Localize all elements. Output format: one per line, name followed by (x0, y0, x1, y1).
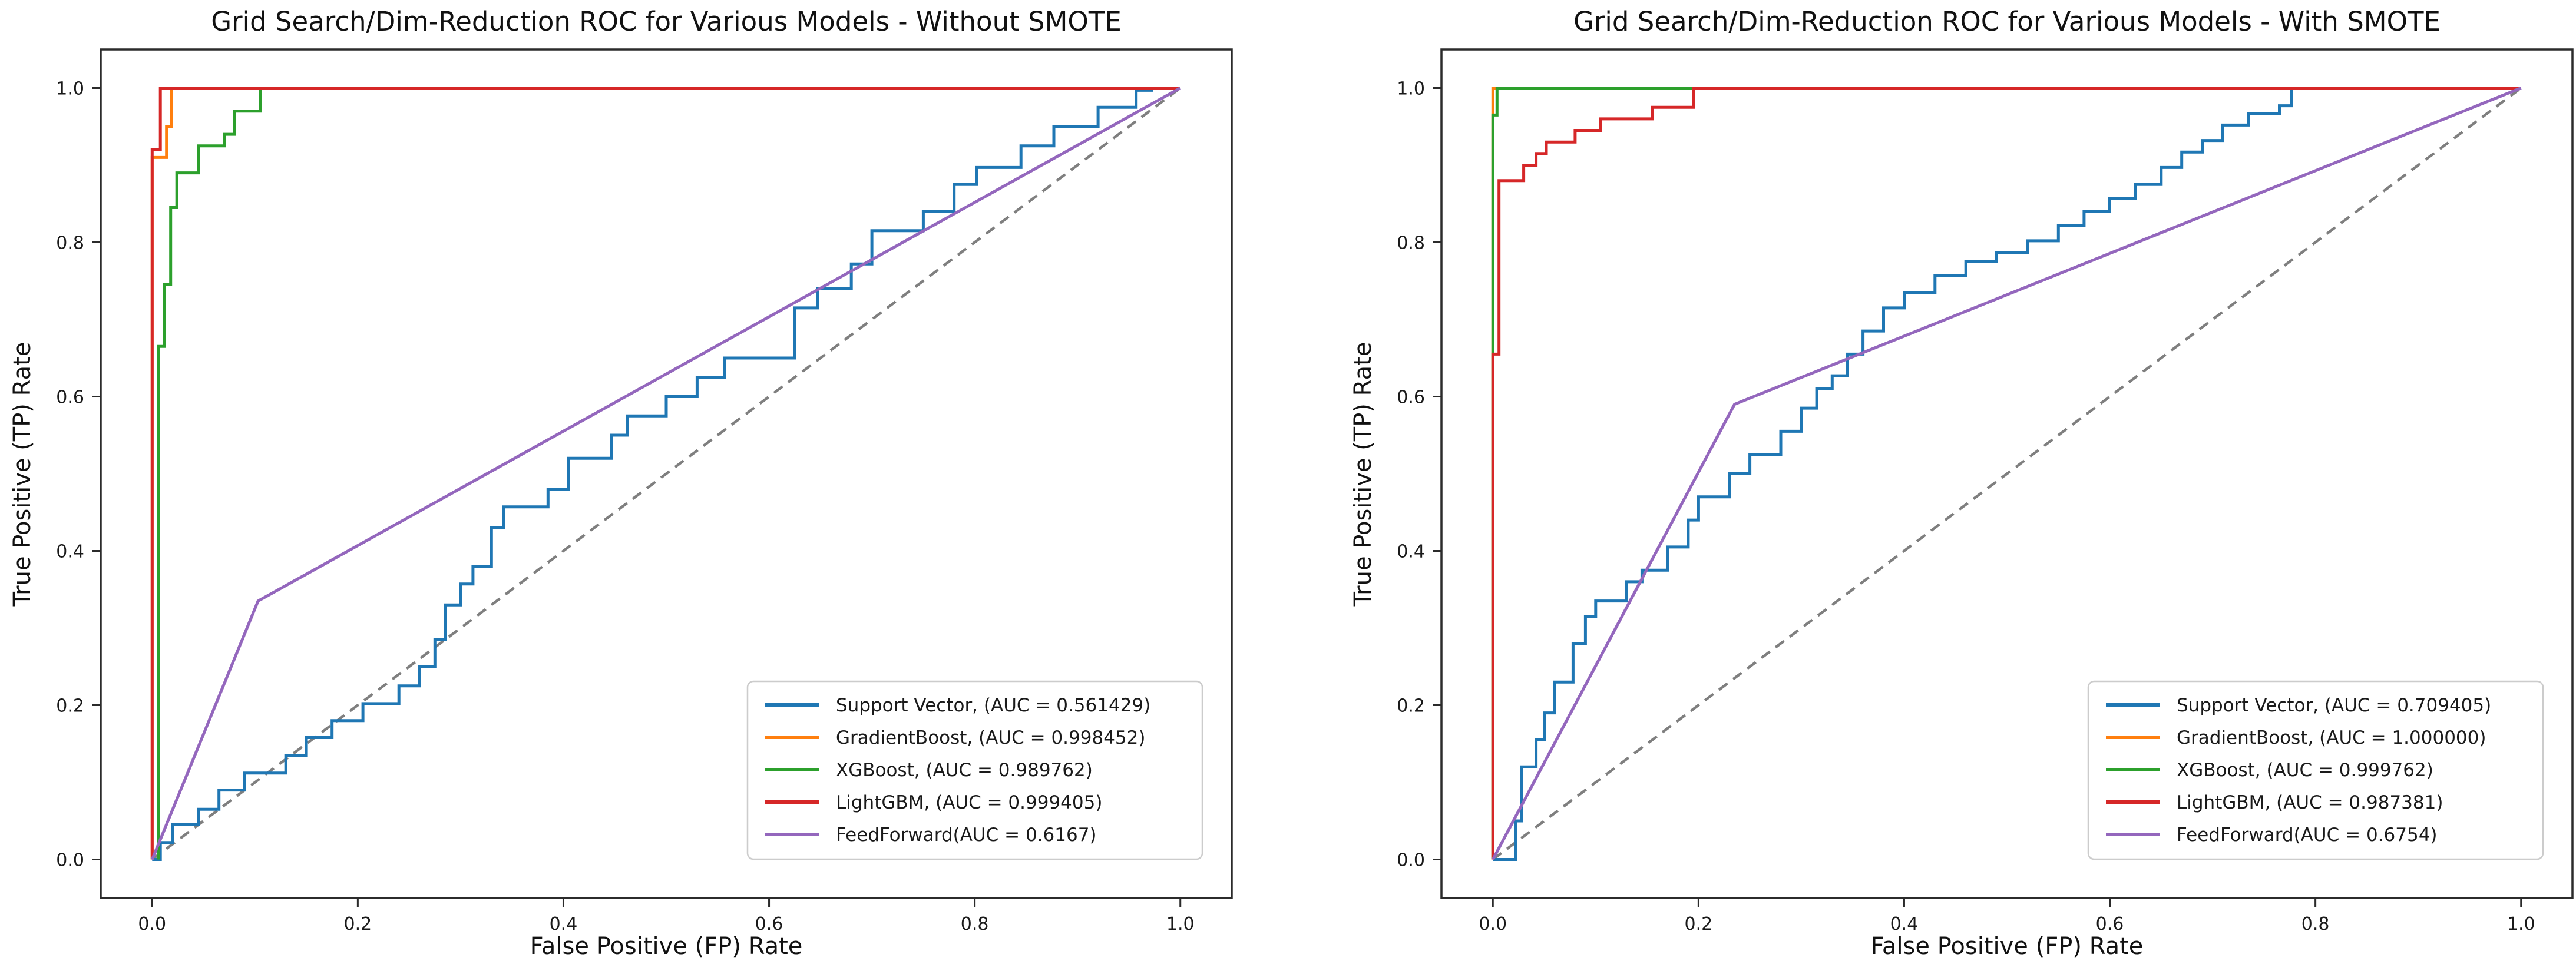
y-tick-label: 0.4 (1397, 542, 1425, 562)
legend-label: GradientBoost, (AUC = 0.998452) (836, 727, 1145, 748)
y-tick-label: 0.0 (1397, 850, 1425, 871)
legend-entry: Support Vector, (AUC = 0.709405) (2106, 695, 2491, 716)
roc-plot-with-smote: 0.0 0.2 0.4 0.6 0.8 1.0 0.0 0.2 0.4 0.6 0.8 1.0 Supp… (1397, 48, 2574, 935)
legend-entry: LightGBM, (AUC = 0.999405) (765, 792, 1102, 813)
roc-curve-support-vector (1493, 87, 2521, 861)
legend-label: GradientBoost, (AUC = 1.000000) (2177, 727, 2486, 748)
roc-curve-feedforward (1492, 87, 2522, 860)
roc-curve-lightgbm (150, 87, 1180, 860)
y-tick-label: 0.6 (1397, 387, 1425, 408)
legend-frame (2087, 680, 2544, 860)
x-tick-label: 1.0 (1166, 914, 1195, 935)
legend-label: XGBoost, (AUC = 0.989762) (836, 760, 1093, 781)
y-tick-label: 0.6 (56, 387, 84, 408)
x-tick-label: 0.0 (138, 914, 166, 935)
axes-frame (100, 48, 1233, 899)
series-lines (150, 87, 1182, 861)
x-tick-label: 0.2 (344, 914, 372, 935)
legend-box: Support Vector, (AUC = 0.561429) Gradient… (746, 680, 1203, 860)
legend-entry: LightGBM, (AUC = 0.987381) (2106, 792, 2443, 813)
x-tick-label: 0.8 (2301, 914, 2330, 935)
roc-curve-diagonal (1492, 87, 2522, 861)
legend-entry: FeedForward(AUC = 0.6167) (765, 824, 1097, 846)
roc-curve-xgboost (157, 87, 1180, 860)
legend-label: FeedForward(AUC = 0.6167) (836, 824, 1097, 846)
y-tick-label: 1.0 (56, 79, 84, 100)
legend-entry: XGBoost, (AUC = 0.989762) (765, 760, 1093, 781)
x-tick-label: 0.4 (1890, 914, 1919, 935)
x-axis-label-right: False Positive (FP) Rate (1870, 933, 2144, 960)
x-tick-label: 0.4 (550, 914, 578, 935)
legend-entry: Support Vector, (AUC = 0.561429) (765, 695, 1150, 716)
y-tick-label: 0.0 (56, 850, 84, 871)
legend-entry: XGBoost, (AUC = 0.999762) (2106, 760, 2433, 781)
roc-curve-feedforward (150, 87, 1181, 860)
legend-entry: FeedForward(AUC = 0.6754) (2106, 824, 2438, 846)
axes-frame (1440, 48, 2574, 899)
x-tick-label: 1.0 (2507, 914, 2535, 935)
legend-label: LightGBM, (AUC = 0.999405) (836, 792, 1102, 813)
y-tick-label: 0.8 (56, 233, 84, 254)
legend-entry: GradientBoost, (AUC = 0.998452) (765, 727, 1145, 748)
legend-label: LightGBM, (AUC = 0.987381) (2177, 792, 2443, 813)
legend-label: Support Vector, (AUC = 0.561429) (836, 695, 1150, 716)
roc-curve-support-vector (152, 87, 1180, 861)
roc-curve-diagonal (151, 87, 1182, 861)
x-tick-label: 0.6 (2096, 914, 2124, 935)
x-tick-label: 0.0 (1479, 914, 1507, 935)
y-tick-label: 0.2 (1397, 696, 1425, 717)
x-tick-label: 0.2 (1685, 914, 1713, 935)
legend-label: Support Vector, (AUC = 0.709405) (2177, 695, 2491, 716)
legend-entry: GradientBoost, (AUC = 1.000000) (2106, 727, 2486, 748)
y-tick-label: 0.8 (1397, 233, 1425, 254)
legend-frame (746, 680, 1203, 860)
legend-label: FeedForward(AUC = 0.6754) (2177, 824, 2438, 846)
axis-ticks: 0.0 0.2 0.4 0.6 0.8 1.0 0.0 0.2 0.4 0.6 0.8 1.0 (56, 79, 1194, 935)
x-axis-label-left: False Positive (FP) Rate (530, 933, 803, 960)
legend-box: Support Vector, (AUC = 0.709405) Gradient… (2087, 680, 2544, 860)
plot-title-without-smote: Grid Search/Dim-Reduction ROC for Variou… (211, 6, 1122, 37)
roc-plot-without-smote: 0.0 0.2 0.4 0.6 0.8 1.0 0.0 0.2 0.4 0.6 0.8 1.0 Supp… (56, 48, 1233, 935)
series-lines (1491, 87, 2522, 861)
y-tick-label: 0.4 (56, 542, 84, 562)
legend-label: XGBoost, (AUC = 0.999762) (2177, 760, 2433, 781)
x-tick-label: 0.8 (961, 914, 989, 935)
y-tick-label: 1.0 (1397, 79, 1425, 100)
roc-curve-lightgbm (1491, 87, 2521, 860)
x-tick-label: 0.6 (755, 914, 783, 935)
plot-title-with-smote: Grid Search/Dim-Reduction ROC for Variou… (1573, 6, 2441, 37)
y-tick-label: 0.2 (56, 696, 84, 717)
axis-ticks: 0.0 0.2 0.4 0.6 0.8 1.0 0.0 0.2 0.4 0.6 0.8 1.0 (1397, 79, 2535, 935)
